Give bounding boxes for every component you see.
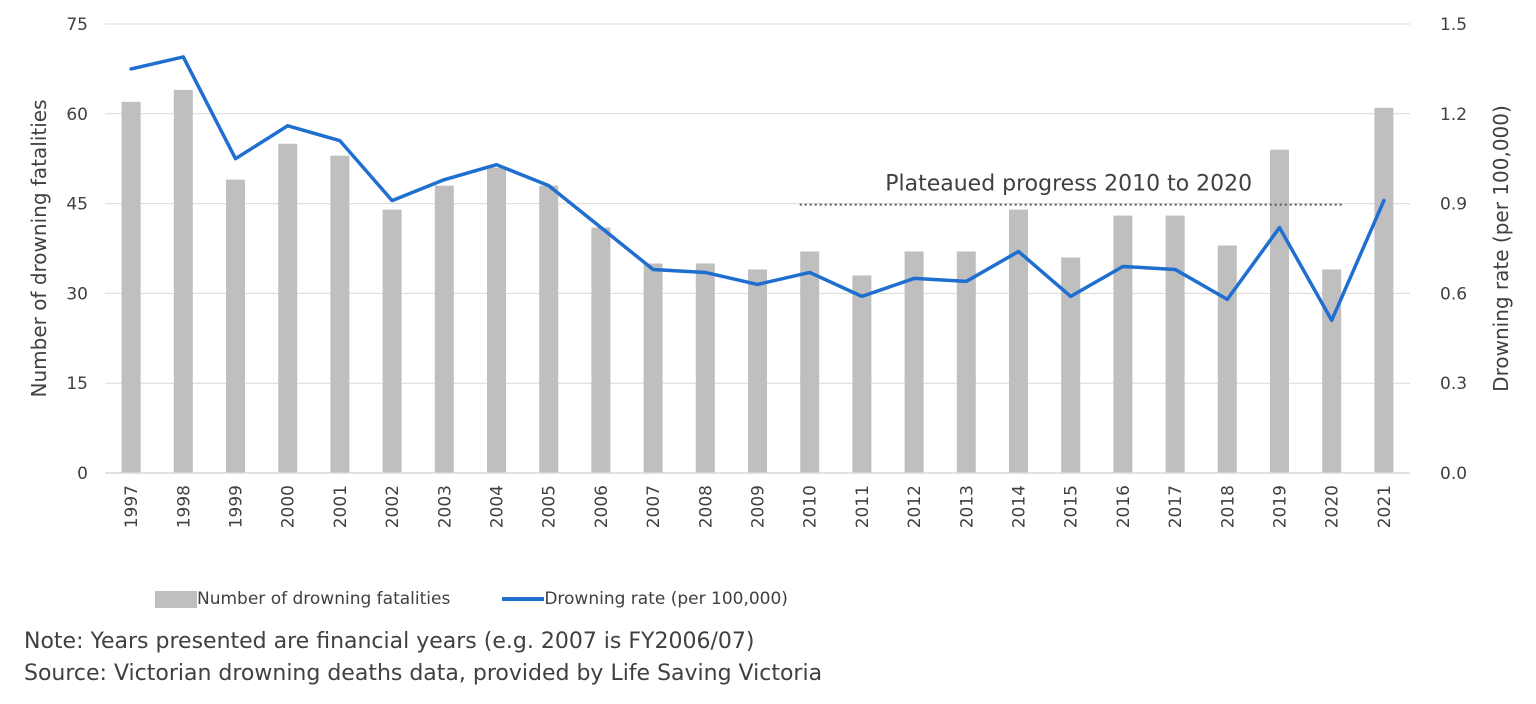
bar [1113,215,1133,473]
y-right-tick-label: 0.9 [1440,195,1467,215]
bar-series [121,89,1394,474]
x-tick-label: 2001 [331,485,351,528]
x-tick-label: 2009 [749,485,769,528]
bar [1374,107,1394,474]
bar [1165,215,1185,473]
chart-notes: Note: Years presented are financial year… [24,626,822,690]
bar [382,209,402,473]
bar [1322,269,1342,473]
x-tick-label: 2017 [1166,485,1186,528]
legend: Number of drowning fatalities Drowning r… [155,586,840,612]
x-tick-label: 2003 [435,485,455,528]
x-tick-label: 2007 [644,485,664,528]
y-right-tick-label: 0.3 [1440,374,1467,394]
x-tick-label: 2002 [383,485,403,528]
x-tick-label: 2015 [1062,485,1082,528]
bar [904,251,924,473]
bar [956,251,976,473]
y-left-tick-label: 30 [66,284,88,304]
x-tick-label: 2010 [801,485,821,528]
x-tick-label: 2005 [540,485,560,528]
bar [278,143,298,473]
legend-swatch-line [502,597,545,601]
annotation: Plateaued progress 2010 to 2020 [799,172,1342,206]
y-left-tick-label: 60 [66,105,88,125]
y-right-tick-label: 1.5 [1440,15,1467,35]
y-left-tick-label: 0 [77,464,88,484]
x-tick-label: 2006 [592,485,612,528]
bar [1217,245,1237,473]
bar [800,251,820,473]
x-tick-label: 1997 [122,485,142,528]
x-tick-label: 2012 [905,485,925,528]
note-text: Note: Years presented are financial year… [24,629,755,654]
bar [487,167,506,473]
bar [1009,209,1028,473]
y-left-tick-label: 15 [66,374,88,394]
x-tick-label: 2004 [488,485,508,528]
legend-label-fatalities: Number of drowning fatalities [197,589,451,609]
legend-swatch-bar [155,590,197,608]
bar [748,269,767,473]
x-tick-label: 2000 [279,485,299,528]
bar [434,185,454,473]
y-right-tick-label: 0.0 [1440,464,1467,484]
x-tick-label: 2013 [957,485,977,528]
axes: 0 0.0 15 0.3 30 0.6 45 0.9 60 1.2 75 1.5 1997 1998 199… [27,15,1513,528]
y-left-tick-label: 45 [66,195,88,215]
bar [173,89,193,473]
legend-item-fatalities: Number of drowning fatalities [155,589,450,609]
y-right-tick-label: 0.6 [1440,284,1467,304]
bar [539,185,559,473]
y-right-tick-label: 1.2 [1440,105,1467,125]
y-left-tick-label: 75 [66,15,88,35]
x-tick-label: 2020 [1323,485,1343,528]
x-tick-label: 2019 [1271,485,1291,528]
bar [852,275,872,473]
x-tick-label: 2014 [1010,485,1030,528]
drowning-chart: 0 0.0 15 0.3 30 0.6 45 0.9 60 1.2 75 1.5 1997 1998 199… [27,15,1513,528]
legend-item-rate: Drowning rate (per 100,000) [502,589,788,609]
y-left-axis-title: Number of drowning fatalities [27,100,51,398]
bar [226,179,245,474]
bar [1061,257,1081,473]
x-tick-label: 2011 [853,485,873,528]
bar [643,263,663,473]
bar [1270,149,1289,473]
x-tick-label: 2021 [1375,485,1395,528]
legend-label-rate: Drowning rate (per 100,000) [544,589,788,609]
line-series [129,55,1386,323]
x-tick-label: 1999 [227,485,247,528]
x-tick-label: 2016 [1114,485,1134,528]
bar [591,227,611,473]
x-tick-label: 2018 [1218,485,1238,528]
bar [330,155,350,473]
x-tick-label: 1998 [174,485,194,528]
x-tick-label: 2008 [696,485,716,528]
bar [695,263,715,473]
annotation-text: Plateaued progress 2010 to 2020 [885,172,1252,197]
source-text: Source: Victorian drowning deaths data, … [24,661,823,686]
bar [121,101,141,474]
y-right-axis-title: Drowning rate (per 100,000) [1489,105,1513,392]
